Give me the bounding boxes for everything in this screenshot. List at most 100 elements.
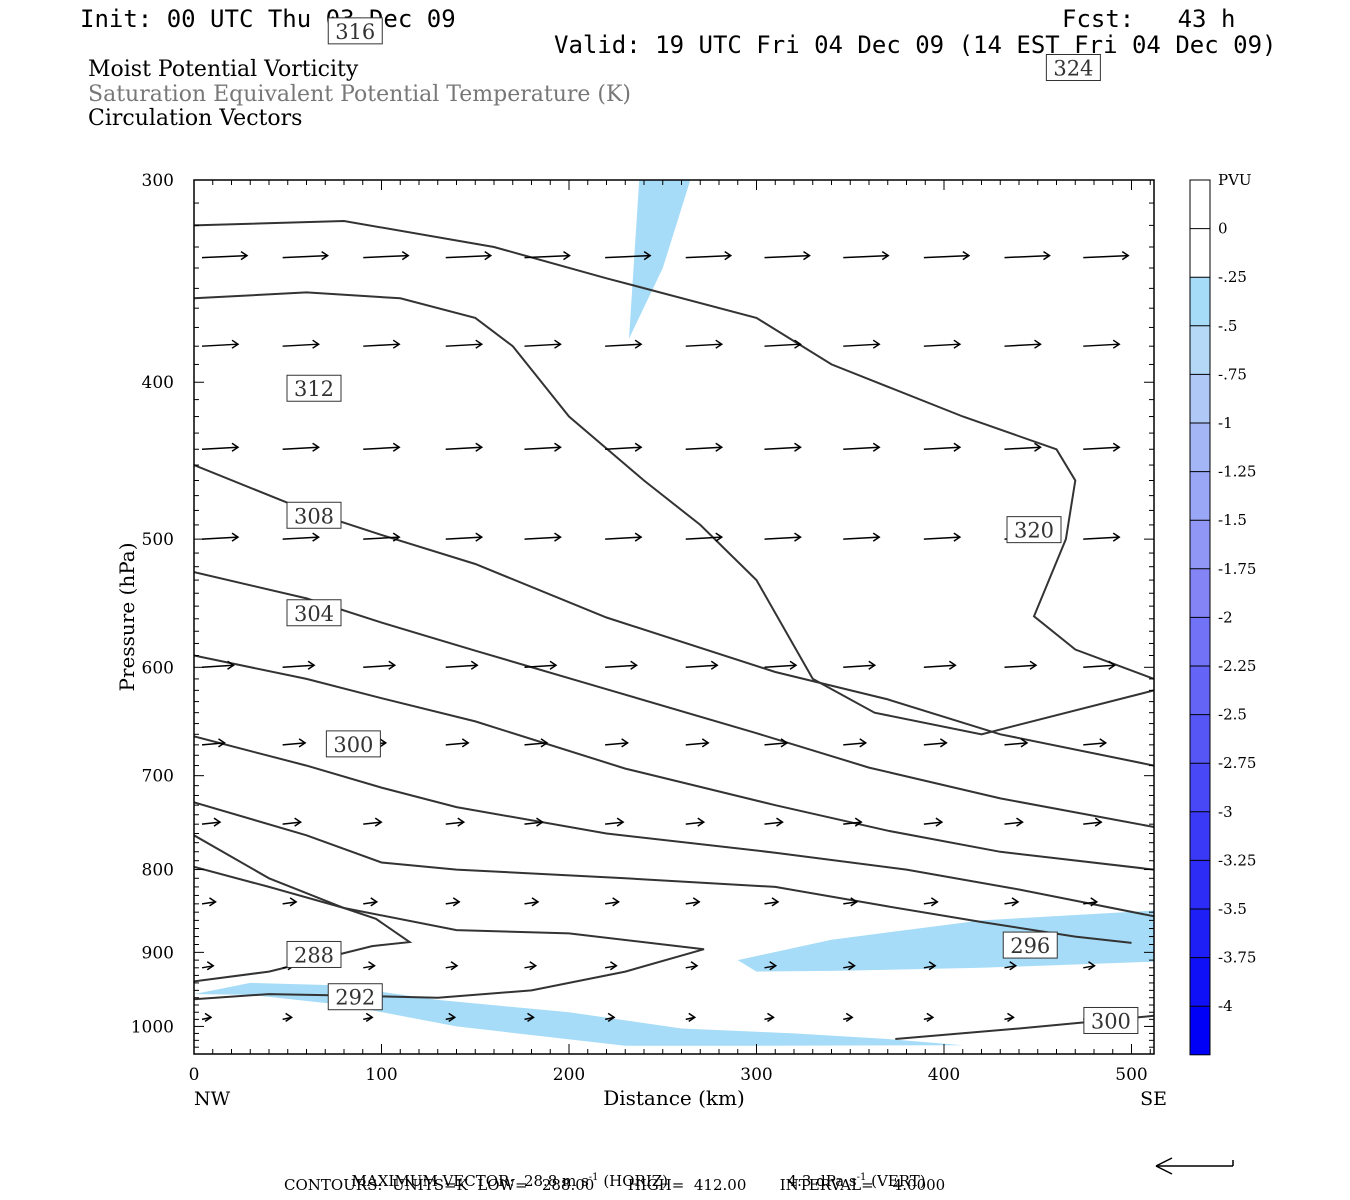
circulation-vector (923, 442, 962, 452)
circulation-vector (923, 1012, 935, 1022)
pv-region (629, 180, 691, 339)
circulation-vector (923, 250, 971, 261)
svg-text:304: 304 (294, 602, 334, 626)
circulation-vector (764, 817, 784, 827)
contour-label: 300 (325, 730, 381, 758)
circulation-vector (1004, 817, 1024, 827)
title-vectors: Circulation Vectors (88, 106, 303, 131)
x-tick-label: 200 (553, 1065, 585, 1085)
circulation-vector (282, 250, 329, 261)
circulation-vector (1004, 961, 1018, 971)
theta-es-contour (194, 834, 705, 1001)
circulation-vector (923, 961, 937, 971)
colorbar-segment (1190, 471, 1210, 521)
colorbar-label: -3.75 (1218, 949, 1256, 967)
circulation-vector (843, 660, 877, 670)
circulation-vector (764, 339, 802, 349)
contour-label: 296 (1002, 931, 1058, 959)
horiz-exponent: -1 (588, 1172, 599, 1183)
vert-exponent: -1 (856, 1172, 867, 1183)
circulation-vector (524, 442, 562, 452)
circulation-vector (445, 738, 470, 748)
x-tick-label: 0 (189, 1065, 200, 1085)
x-tick-label: 400 (928, 1065, 960, 1085)
y-tick-label: 400 (142, 373, 174, 393)
colorbar-label: -1 (1218, 414, 1233, 432)
circulation-vector (1004, 738, 1029, 748)
circulation-vector (1083, 250, 1130, 261)
colorbar-segment (1190, 228, 1210, 278)
max-vector-horiz: 28.8 m s (523, 1172, 589, 1190)
circulation-vector (843, 442, 881, 452)
contour-label: 324 (1045, 53, 1101, 81)
circulation-vector (201, 1012, 213, 1022)
circulation-vector (1004, 897, 1020, 907)
circulation-vector (764, 442, 802, 452)
colorbar-label: -4 (1218, 997, 1233, 1015)
circulation-vector (363, 897, 379, 907)
x-axis-label: Distance (km) (603, 1086, 745, 1110)
theta-es-contour (194, 291, 1154, 736)
contour-label: 288 (286, 940, 342, 968)
svg-text:288: 288 (294, 943, 334, 967)
colorbar-segment (1190, 568, 1210, 618)
colorbar-label: -1.25 (1218, 463, 1256, 481)
circulation-vector (445, 961, 459, 971)
svg-text:308: 308 (294, 504, 334, 528)
contour-label: 300 (1083, 1006, 1139, 1034)
circulation-vector (1083, 339, 1121, 349)
circulation-vector (363, 442, 401, 452)
circulation-vector (685, 738, 710, 748)
circulation-vector (843, 250, 890, 261)
x-tick-label: 100 (365, 1065, 397, 1085)
circulation-vector (201, 532, 240, 542)
theta-es-contour (194, 735, 1154, 918)
colorbar-segment (1190, 714, 1210, 764)
circulation-vector (1083, 961, 1096, 971)
theta-es-contour (194, 801, 1132, 944)
circulation-vector (282, 532, 320, 542)
circulation-vector (605, 532, 643, 542)
circulation-vector (764, 532, 802, 542)
title-mpv: Moist Potential Vorticity (88, 57, 359, 82)
colorbar-label: -1.5 (1218, 511, 1247, 529)
circulation-vector (524, 660, 558, 670)
circulation-vector (685, 250, 733, 261)
circulation-vector (923, 532, 962, 542)
circulation-vector (201, 817, 222, 827)
colorbar-label: -2.75 (1218, 754, 1256, 772)
circulation-vector (1004, 442, 1042, 452)
colorbar-segment (1190, 666, 1210, 715)
circulation-vector (605, 250, 652, 261)
circulation-vector (605, 897, 620, 907)
circulation-vector (685, 660, 719, 670)
contour-label: 320 (1006, 516, 1062, 544)
colorbar-label: -.5 (1218, 317, 1237, 335)
colorbar-label: -1.75 (1218, 560, 1256, 578)
svg-text:324: 324 (1053, 56, 1093, 80)
circulation-vector (445, 442, 484, 452)
circulation-vector (201, 897, 217, 907)
y-tick-label: 500 (142, 530, 174, 550)
circulation-vector (445, 532, 484, 542)
circulation-vector (282, 442, 320, 452)
circulation-vector (604, 961, 618, 971)
svg-text:320: 320 (1014, 519, 1054, 543)
circulation-vector (923, 738, 948, 748)
circulation-vector (843, 897, 859, 907)
circulation-vector (923, 897, 939, 907)
horiz-suffix: (HORIZ) (598, 1172, 669, 1190)
max-vector-vert: 4.3 dPa s (787, 1172, 857, 1190)
circulation-vector (363, 660, 397, 670)
circulation-vector (282, 660, 316, 670)
colorbar-unit: PVU (1218, 171, 1252, 189)
colorbar-segment (1190, 180, 1210, 229)
circulation-vector (1004, 250, 1051, 261)
max-vector-vert-line: 4.3 dPa s-1 (VERT) (778, 1158, 926, 1189)
contour-label: 316 (327, 17, 383, 45)
y-tick-label: 800 (142, 861, 174, 881)
contour-label: 312 (286, 374, 342, 402)
colorbar-segment (1190, 811, 1210, 861)
y-tick-label: 1000 (131, 1017, 174, 1037)
circulation-vector (1004, 660, 1038, 670)
